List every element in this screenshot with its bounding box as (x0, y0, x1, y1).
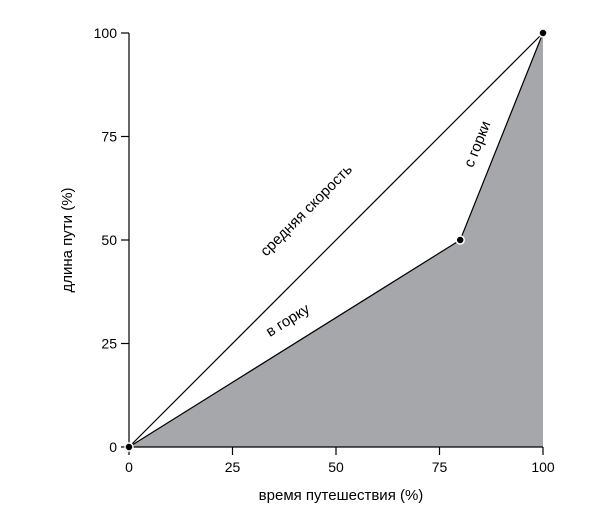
x-tick-label-25: 25 (225, 459, 241, 475)
x-tick-label-75: 75 (432, 459, 448, 475)
y-tick-label-75: 75 (101, 129, 117, 145)
annotation-downhill: с горки (461, 119, 495, 170)
data-point-2 (538, 28, 548, 38)
y-tick-label-25: 25 (101, 336, 117, 352)
x-tick-label-50: 50 (328, 459, 344, 475)
average-speed-line (128, 32, 544, 448)
y-tick-label-0: 0 (109, 439, 117, 455)
data-point-0 (124, 442, 134, 452)
y-axis-title: длина пути (%) (59, 187, 76, 292)
x-tick-label-0: 0 (125, 459, 133, 475)
data-point-1 (455, 235, 465, 245)
x-axis-title: время путешествия (%) (259, 487, 424, 504)
profile-area (129, 33, 543, 447)
y-tick-label-50: 50 (101, 232, 117, 248)
x-tick-label-100: 100 (531, 459, 555, 475)
annotation-average-speed: средняя скорость (257, 161, 356, 260)
y-tick-label-100: 100 (94, 25, 118, 41)
